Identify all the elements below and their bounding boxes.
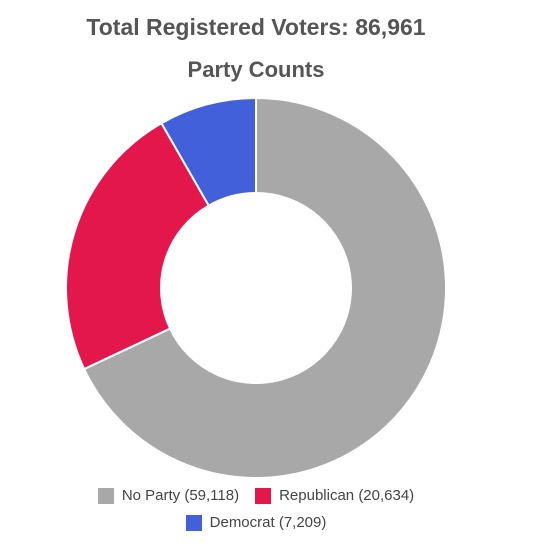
legend-swatch-democrat (185, 514, 202, 531)
slice-republican[interactable] (65, 121, 211, 371)
legend-row: No Party (59,118) Republican (20,634) (0, 487, 512, 504)
chart-title: Total Registered Voters: 86,961 (86, 14, 426, 40)
chart-subtitle: Party Counts (187, 57, 325, 82)
legend-label-republican: Republican (20,634) (279, 487, 415, 504)
legend-row: Democrat (7,209) (0, 514, 512, 531)
legend-item-republican[interactable]: Republican (20,634) (255, 487, 414, 504)
donut-chart (65, 96, 447, 479)
slice-no-party[interactable] (82, 96, 447, 479)
legend-swatch-no-party (97, 487, 114, 504)
legend-item-democrat[interactable]: Democrat (7,209) (185, 514, 327, 531)
legend-label-democrat: Democrat (7,209) (209, 514, 327, 531)
legend-item-no-party[interactable]: No Party (59,118) (97, 487, 240, 504)
slice-democrat[interactable] (160, 96, 257, 207)
legend-swatch-republican (255, 487, 272, 504)
legend-label-no-party: No Party (59,118) (121, 487, 240, 504)
